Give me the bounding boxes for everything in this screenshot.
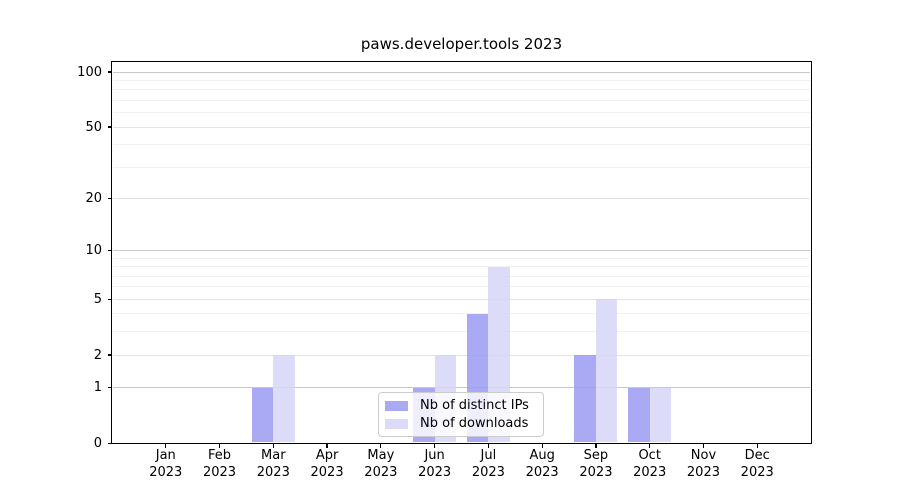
y-tick-mark: [107, 442, 112, 445]
y-gridline-minor: [112, 144, 810, 146]
y-gridline-minor: [112, 99, 810, 101]
y-gridline-minor: [112, 286, 810, 288]
x-tick-month: Mar: [261, 448, 286, 463]
y-gridline-minor: [112, 257, 810, 259]
x-tick-label: Oct 2023: [622, 448, 678, 481]
x-tick-month: May: [367, 448, 395, 463]
y-tick-label: 5: [93, 291, 102, 307]
x-tick-year: 2023: [579, 464, 613, 480]
bar-nb-of-distinct-ips: [574, 355, 596, 443]
x-tick-mark: [487, 443, 490, 448]
y-gridline-minor: [112, 79, 810, 81]
x-tick-month: Apr: [315, 448, 339, 463]
x-tick-mark: [756, 443, 758, 448]
y-tick-label: 10: [85, 242, 102, 258]
y-tick-mark: [107, 387, 112, 389]
x-tick-mark: [595, 443, 597, 448]
x-tick-year: 2023: [740, 464, 774, 480]
bar-nb-of-distinct-ips: [251, 387, 274, 443]
x-tick-mark: [218, 443, 221, 448]
y-gridline-major: [112, 71, 810, 73]
x-tick-mark: [326, 443, 328, 448]
legend-label-distinct-ips: Nb of distinct IPs: [420, 398, 529, 413]
x-tick-mark: [433, 443, 436, 448]
y-tick-label: 20: [85, 190, 102, 206]
x-tick-month: Sep: [583, 448, 609, 463]
x-tick-mark: [165, 443, 167, 448]
y-tick-mark: [107, 354, 112, 356]
x-tick-label: Nov 2023: [675, 448, 731, 481]
x-tick-label: Aug 2023: [514, 448, 570, 481]
y-tick-label: 1: [93, 380, 102, 396]
y-gridline-minor: [112, 112, 810, 114]
y-gridline-minor: [112, 331, 810, 333]
x-tick-label: Sep 2023: [568, 448, 624, 481]
y-tick-label: 2: [93, 347, 102, 363]
x-tick-label: Feb 2023: [192, 448, 248, 481]
y-tick-mark: [107, 249, 112, 252]
bar-nb-of-downloads: [595, 299, 618, 443]
x-tick-mark: [380, 443, 382, 448]
x-tick-year: 2023: [149, 464, 183, 480]
x-tick-month: Feb: [208, 448, 232, 463]
legend-label-downloads: Nb of downloads: [420, 416, 529, 431]
x-tick-year: 2023: [364, 464, 398, 480]
x-tick-year: 2023: [256, 464, 290, 480]
y-gridline: [112, 197, 810, 199]
x-tick-month: Jan: [155, 448, 176, 463]
x-tick-month: Jun: [424, 448, 445, 463]
x-tick-year: 2023: [418, 464, 452, 480]
legend-row-distinct-ips: Nb of distinct IPs: [379, 398, 543, 413]
chart-title: paws.developer.tools 2023: [360, 35, 563, 53]
x-tick-label: Jan 2023: [138, 448, 194, 481]
x-tick-label: Mar 2023: [245, 448, 301, 481]
x-tick-mark: [649, 443, 651, 448]
y-gridline: [112, 298, 810, 300]
y-gridline-minor: [112, 275, 810, 277]
y-gridline-major: [112, 249, 810, 251]
x-tick-year: 2023: [310, 464, 344, 480]
y-gridline-major: [112, 387, 810, 389]
y-gridline: [112, 126, 810, 128]
x-tick-month: Nov: [690, 448, 717, 463]
y-tick-mark: [107, 71, 112, 73]
legend-swatch-downloads: [385, 418, 408, 429]
legend-row-downloads: Nb of downloads: [379, 416, 543, 431]
x-tick-year: 2023: [633, 464, 667, 480]
bar-nb-of-downloads: [273, 355, 295, 443]
y-gridline-minor: [112, 166, 810, 168]
bar-nb-of-distinct-ips: [628, 387, 650, 443]
x-tick-year: 2023: [202, 464, 237, 480]
x-tick-label: Apr 2023: [299, 448, 355, 481]
x-tick-label: May 2023: [353, 448, 409, 481]
y-tick-mark: [107, 298, 112, 300]
x-tick-mark: [702, 443, 705, 448]
bar-nb-of-downloads: [649, 387, 672, 443]
x-tick-year: 2023: [525, 464, 559, 480]
y-tick-label: 100: [77, 64, 102, 80]
x-tick-label: Dec 2023: [729, 448, 785, 481]
y-tick-label: 0: [93, 436, 102, 451]
y-gridline: [112, 354, 810, 356]
x-tick-month: Jul: [480, 448, 497, 463]
y-gridline-minor: [112, 89, 810, 91]
legend-swatch-distinct-ips: [385, 400, 408, 411]
legend: Nb of distinct IPs Nb of downloads: [378, 392, 544, 437]
x-tick-year: 2023: [686, 464, 720, 480]
y-tick-mark: [107, 197, 112, 200]
x-tick-label: Jul 2023: [460, 448, 516, 481]
x-tick-month: Dec: [744, 448, 770, 463]
x-tick-month: Aug: [529, 448, 555, 463]
x-tick-mark: [272, 443, 274, 448]
y-gridline-minor: [112, 313, 810, 315]
x-tick-label: Jun 2023: [407, 448, 463, 481]
y-tick-label: 50: [85, 119, 102, 135]
x-tick-mark: [541, 443, 543, 448]
y-gridline-minor: [112, 266, 810, 268]
x-tick-year: 2023: [471, 464, 505, 480]
y-tick-mark: [107, 126, 112, 128]
x-tick-month: Oct: [638, 448, 661, 463]
